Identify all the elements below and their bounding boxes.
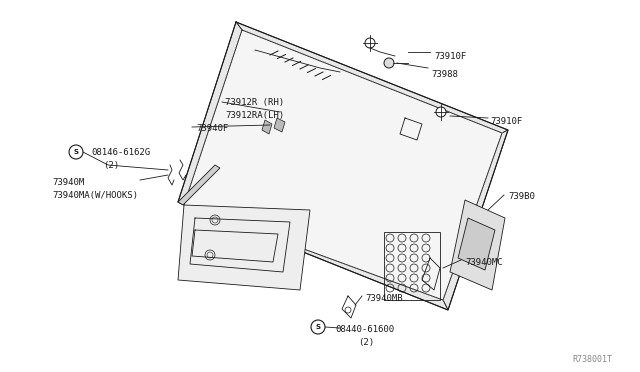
Polygon shape bbox=[458, 218, 495, 270]
Polygon shape bbox=[178, 202, 448, 310]
Text: 73910F: 73910F bbox=[434, 52, 467, 61]
Text: 73912R (RH): 73912R (RH) bbox=[225, 98, 284, 107]
Polygon shape bbox=[178, 165, 220, 205]
Text: 73940MA(W/HOOKS): 73940MA(W/HOOKS) bbox=[52, 191, 138, 200]
Circle shape bbox=[69, 145, 83, 159]
Text: 73910F: 73910F bbox=[490, 117, 522, 126]
Text: 739B0: 739B0 bbox=[508, 192, 535, 201]
Circle shape bbox=[384, 58, 394, 68]
Text: (2): (2) bbox=[358, 338, 374, 347]
Text: 73940F: 73940F bbox=[196, 124, 228, 133]
Text: 73940MB: 73940MB bbox=[365, 294, 403, 303]
Circle shape bbox=[311, 320, 325, 334]
Text: 73940M: 73940M bbox=[52, 178, 84, 187]
Text: 73988: 73988 bbox=[431, 70, 458, 79]
Polygon shape bbox=[443, 130, 508, 310]
Polygon shape bbox=[178, 22, 242, 205]
Text: 73940MC: 73940MC bbox=[465, 258, 502, 267]
Polygon shape bbox=[450, 200, 505, 290]
Polygon shape bbox=[184, 30, 502, 300]
Polygon shape bbox=[178, 205, 310, 290]
Text: R738001T: R738001T bbox=[572, 355, 612, 364]
Text: 08440-61600: 08440-61600 bbox=[335, 325, 394, 334]
Text: S: S bbox=[316, 324, 321, 330]
Text: 73912RA(LH): 73912RA(LH) bbox=[225, 111, 284, 120]
Circle shape bbox=[436, 107, 446, 117]
Circle shape bbox=[365, 38, 375, 48]
Polygon shape bbox=[236, 22, 508, 133]
Text: 08146-6162G: 08146-6162G bbox=[91, 148, 150, 157]
Polygon shape bbox=[262, 120, 272, 134]
Text: S: S bbox=[74, 149, 79, 155]
Polygon shape bbox=[274, 118, 285, 132]
Text: (2): (2) bbox=[103, 161, 119, 170]
